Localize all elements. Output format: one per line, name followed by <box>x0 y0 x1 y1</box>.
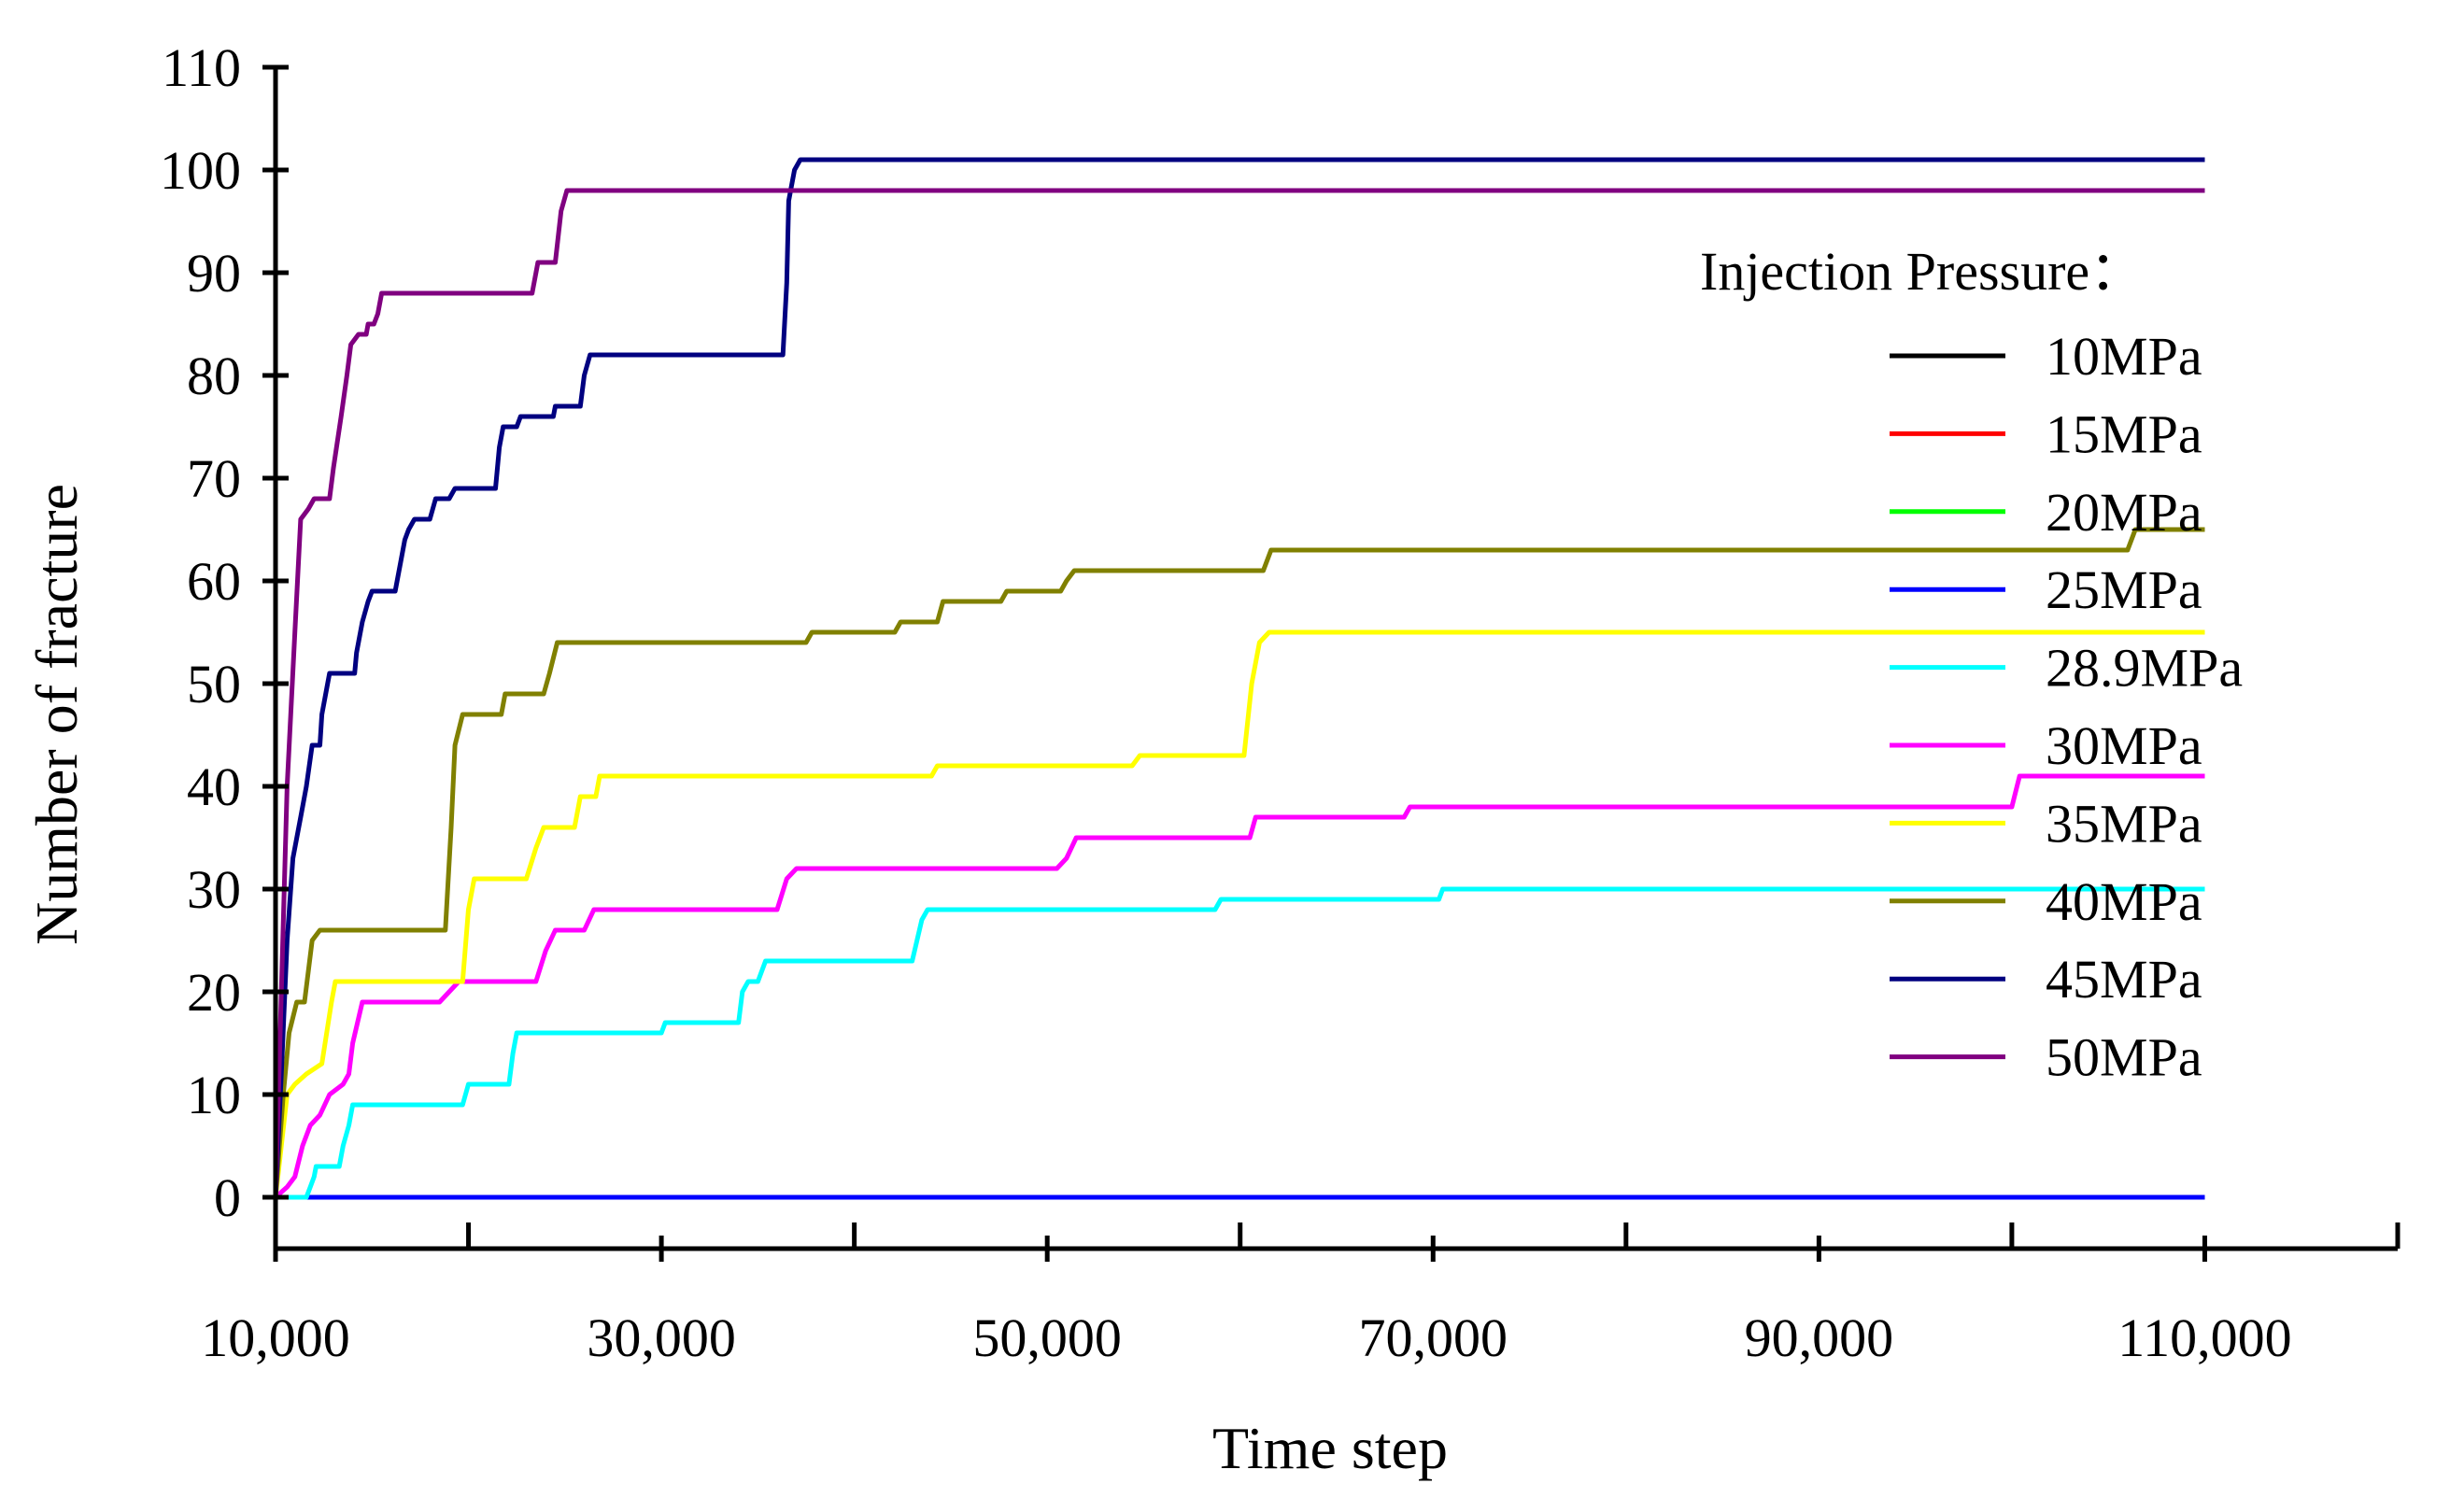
y-tick-label: 100 <box>160 140 241 201</box>
legend-label: 10MPa <box>2046 326 2202 387</box>
legend-label: 28.9MPa <box>2046 638 2243 699</box>
legend-label: 35MPa <box>2046 793 2202 854</box>
series-line-50MPa <box>273 188 2205 1198</box>
y-axis-title: Number of fracture <box>23 484 90 945</box>
y-tick-label: 0 <box>214 1167 241 1228</box>
y-tick-label: 90 <box>187 243 241 304</box>
x-tick-label: 10,000 <box>201 1307 350 1368</box>
x-tick-label: 110,000 <box>2117 1307 2291 1368</box>
series-group <box>273 157 2205 1200</box>
legend-label: 30MPa <box>2046 715 2202 776</box>
series-line-28-9MPa <box>276 886 2205 1200</box>
legend-label: 25MPa <box>2046 559 2202 620</box>
series-line-45MPa <box>273 157 2205 1198</box>
legend: 10MPa 15MPa 20MPa 25MPa 28.9MPa 30MPa 35MPa 40M… <box>1890 326 2243 1088</box>
y-tick-label: 60 <box>187 551 241 612</box>
axes-group <box>273 65 2398 1251</box>
series-line-40MPa <box>273 527 2205 1198</box>
y-tick-label: 80 <box>187 346 241 406</box>
legend-label: 40MPa <box>2046 871 2202 932</box>
series-line-30MPa <box>274 773 2205 1199</box>
x-tick-label: 90,000 <box>1745 1307 1894 1368</box>
x-tick-label: 30,000 <box>587 1307 736 1368</box>
legend-label: 50MPa <box>2046 1027 2202 1088</box>
legend-label: 15MPa <box>2046 403 2202 464</box>
y-tick-label: 70 <box>187 448 241 509</box>
ticks-group: 0 10 20 30 40 50 60 70 80 90 100 110 10,000 30,000 50,… <box>160 37 2400 1368</box>
series-line-35MPa <box>273 629 2205 1198</box>
legend-label: 45MPa <box>2046 949 2202 1010</box>
x-tick-label: 50,000 <box>972 1307 1122 1368</box>
y-tick-label: 20 <box>187 962 241 1023</box>
x-tick-label: 70,000 <box>1359 1307 1508 1368</box>
legend-label: 20MPa <box>2046 482 2202 543</box>
y-tick-label: 110 <box>162 37 241 98</box>
y-tick-label: 10 <box>187 1065 241 1125</box>
y-tick-label: 40 <box>187 756 241 817</box>
legend-title: Injection Pressure： <box>1700 241 2144 302</box>
y-tick-label: 50 <box>187 654 241 714</box>
x-axis-title: Time step <box>1212 1415 1448 1481</box>
y-tick-label: 30 <box>187 859 241 920</box>
